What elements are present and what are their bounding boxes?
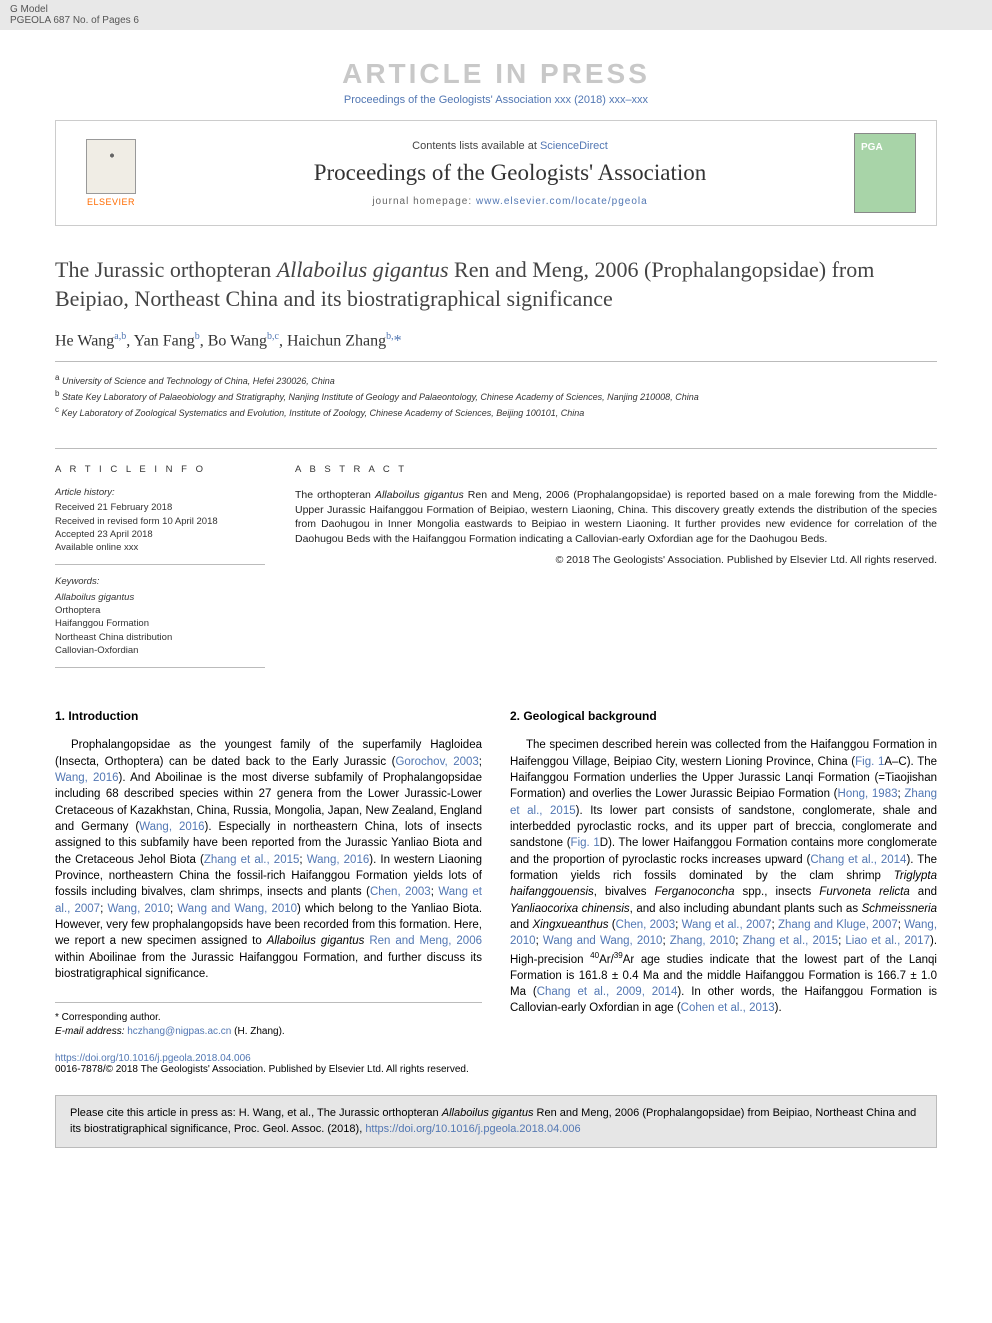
keyword-5: Callovian-Oxfordian (55, 644, 265, 657)
footer-doi-block: https://doi.org/10.1016/j.pgeola.2018.04… (55, 1053, 937, 1075)
revised-date: Received in revised form 10 April 2018 (55, 515, 265, 528)
body-columns: 1. Introduction Prophalangopsidae as the… (55, 708, 937, 1039)
cite-link[interactable]: Zhang and Kluge, 2007 (778, 919, 898, 931)
cite-link[interactable]: Wang and Wang, 2010 (177, 903, 297, 915)
cite-link[interactable]: Ren and Meng, 2006 (369, 935, 482, 947)
article-info-heading: A R T I C L E I N F O (55, 463, 265, 476)
sciencedirect-link[interactable]: ScienceDirect (540, 140, 608, 152)
cite-link[interactable]: Liao et al., 2017 (845, 935, 930, 947)
cite-link[interactable]: Wang and Wang, 2010 (543, 935, 663, 947)
keywords-label: Keywords: (55, 575, 265, 588)
elsevier-logo: ELSEVIER (76, 133, 146, 213)
model-header: G Model PGEOLA 687 No. of Pages 6 (0, 0, 992, 30)
journal-homepage: journal homepage: www.elsevier.com/locat… (166, 196, 854, 207)
issn-copyright: 0016-7878/© 2018 The Geologists' Associa… (55, 1064, 937, 1075)
body-column-left: 1. Introduction Prophalangopsidae as the… (55, 708, 482, 1039)
contents-text: Contents lists available at (412, 140, 540, 152)
author-4-sup: b, (386, 331, 394, 342)
proceedings-citation-line: Proceedings of the Geologists' Associati… (55, 94, 937, 106)
author-2: Yan Fang (134, 333, 195, 350)
cite-link[interactable]: Chang et al., 2014 (810, 854, 906, 866)
cite-link[interactable]: Wang, 2016 (55, 772, 119, 784)
cite-link[interactable]: Wang, 2010 (107, 903, 170, 915)
cite-link[interactable]: Gorochov, 2003 (395, 756, 478, 768)
keywords-block: Keywords: Allaboilus gigantus Orthoptera… (55, 575, 265, 668)
section-2-heading: 2. Geological background (510, 708, 937, 725)
journal-header-box: ELSEVIER Contents lists available at Sci… (55, 120, 937, 226)
cite-link[interactable]: Chen, 2003 (370, 886, 431, 898)
keyword-3: Haifanggou Formation (55, 617, 265, 630)
section-1-heading: 1. Introduction (55, 708, 482, 725)
cite-link[interactable]: Wang, 2016 (139, 821, 204, 833)
received-date: Received 21 February 2018 (55, 501, 265, 514)
author-3: Bo Wang (208, 333, 267, 350)
abstract-copyright: © 2018 The Geologists' Association. Publ… (295, 553, 937, 568)
cite-link[interactable]: Wang et al., 2007 (682, 919, 772, 931)
author-1: He Wang (55, 333, 114, 350)
cite-link[interactable]: Zhang et al., 2015 (743, 935, 838, 947)
author-1-sup: a,b (114, 331, 126, 342)
history-label: Article history: (55, 486, 265, 499)
online-date: Available online xxx (55, 541, 265, 554)
affiliations: a University of Science and Technology o… (55, 372, 937, 420)
cite-link[interactable]: Wang, 2016 (307, 854, 370, 866)
cite-link[interactable]: Chen, 2003 (616, 919, 676, 931)
model-line2: PGEOLA 687 No. of Pages 6 (10, 15, 982, 26)
email-line: E-mail address: hczhang@nigpas.ac.cn (H.… (55, 1025, 482, 1039)
accepted-date: Accepted 23 April 2018 (55, 528, 265, 541)
model-line1: G Model (10, 4, 982, 15)
journal-cover-thumbnail (854, 133, 916, 213)
author-4: Haichun Zhang (287, 333, 386, 350)
title-pre: The Jurassic orthopteran (55, 257, 277, 282)
body-column-right: 2. Geological background The specimen de… (510, 708, 937, 1039)
elsevier-tree-icon (86, 139, 136, 194)
cite-box-doi-link[interactable]: https://doi.org/10.1016/j.pgeola.2018.04… (365, 1123, 580, 1135)
affiliation-b: b State Key Laboratory of Palaeobiology … (55, 388, 937, 404)
abstract-text: The orthopteran Allaboilus gigantus Ren … (295, 488, 937, 547)
cite-link[interactable]: Chang et al., 2009, 2014 (537, 986, 678, 998)
corresponding-author-block: * Corresponding author. E-mail address: … (55, 1002, 482, 1039)
title-species: Allaboilus gigantus (277, 257, 449, 282)
affiliation-a: a University of Science and Technology o… (55, 372, 937, 388)
cite-link[interactable]: Cohen et al., 2013 (681, 1002, 775, 1014)
cite-link[interactable]: Hong, 1983 (838, 788, 898, 800)
journal-center-block: Contents lists available at ScienceDirec… (166, 140, 854, 207)
elsevier-text: ELSEVIER (87, 197, 135, 207)
cite-link[interactable]: Zhang, 2010 (670, 935, 736, 947)
affiliation-c: c Key Laboratory of Zoological Systemati… (55, 404, 937, 420)
article-title: The Jurassic orthopteran Allaboilus giga… (55, 256, 937, 313)
email-link[interactable]: hczhang@nigpas.ac.cn (127, 1026, 231, 1037)
keyword-4: Northeast China distribution (55, 631, 265, 644)
fig-link[interactable]: Fig. 1 (855, 756, 884, 768)
author-3-sup: b,c (267, 331, 279, 342)
info-abstract-row: A R T I C L E I N F O Article history: R… (55, 448, 937, 669)
article-in-press-banner: ARTICLE IN PRESS (55, 58, 937, 90)
cite-link[interactable]: Zhang et al., 2015 (204, 854, 300, 866)
page-container: ARTICLE IN PRESS Proceedings of the Geol… (0, 30, 992, 1178)
homepage-prefix: journal homepage: (372, 196, 476, 207)
section-2-p1: The specimen described herein was collec… (510, 737, 937, 1016)
doi-link[interactable]: https://doi.org/10.1016/j.pgeola.2018.04… (55, 1053, 251, 1064)
journal-name: Proceedings of the Geologists' Associati… (166, 160, 854, 186)
author-2-sup: b (195, 331, 200, 342)
contents-available: Contents lists available at ScienceDirec… (166, 140, 854, 152)
abstract-heading: A B S T R A C T (295, 463, 937, 476)
keyword-1: Allaboilus gigantus (55, 591, 265, 604)
keyword-2: Orthoptera (55, 604, 265, 617)
cite-this-article-box: Please cite this article in press as: H.… (55, 1095, 937, 1148)
corresponding-asterisk: * (394, 333, 402, 350)
article-history-block: Article history: Received 21 February 20… (55, 486, 265, 565)
fig-link[interactable]: Fig. 1 (571, 837, 600, 849)
article-info-column: A R T I C L E I N F O Article history: R… (55, 463, 265, 669)
section-1-p1: Prophalangopsidae as the youngest family… (55, 737, 482, 982)
authors-line: He Wanga,b, Yan Fangb, Bo Wangb,c, Haich… (55, 331, 937, 361)
homepage-link[interactable]: www.elsevier.com/locate/pgeola (476, 196, 648, 207)
abstract-column: A B S T R A C T The orthopteran Allaboil… (295, 463, 937, 669)
corresponding-label: * Corresponding author. (55, 1011, 482, 1025)
